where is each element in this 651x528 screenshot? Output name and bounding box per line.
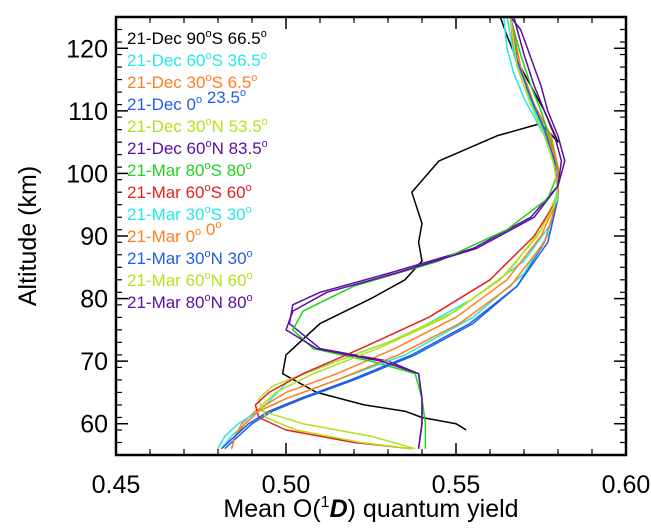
legend-entry: 21-Mar 30oN 30o	[127, 248, 253, 268]
y-tick-label: 100	[66, 160, 108, 188]
y-tick-label: 90	[80, 223, 108, 251]
series-line-11	[220, 16, 559, 450]
ticks-layer: 0.45 0.50 0.55 0.60 60 70 80 90 100 110 120	[66, 16, 651, 499]
y-tick-label: 110	[68, 98, 108, 126]
y-tick-label: 80	[80, 286, 108, 314]
x-tick-label: 0.50	[262, 471, 311, 499]
series-line-12	[261, 16, 559, 450]
y-tick-label: 120	[66, 35, 108, 63]
legend-entry: 21-Dec 0o 23.5o	[127, 87, 246, 114]
x-tick-label: 0.55	[432, 471, 481, 499]
legend-entry: 21-Mar 60oN 60o	[127, 270, 253, 290]
series-line-13	[285, 16, 563, 449]
legend-entry: 21-Mar 0o 0o	[127, 219, 221, 246]
legend-entry: 21-Dec 60oS 36.5o	[127, 50, 267, 70]
x-tick-label: 0.45	[92, 471, 141, 499]
y-axis-label: Altitude (km)	[14, 166, 42, 306]
legend-entry: 21-Dec 60oN 83.5o	[127, 138, 268, 158]
legend-entry: 21-Dec 30oN 53.5o	[127, 116, 268, 136]
legend-entry: 21-Dec 90oS 66.5o	[127, 28, 267, 48]
legend-entry: 21-Mar 30oS 30o	[127, 204, 252, 224]
series-layer	[217, 16, 566, 450]
x-axis-label: Mean O(1D) quantum yield	[223, 494, 518, 523]
legend-entry: 21-Mar 80oS 80o	[127, 160, 252, 180]
legend-entry: 21-Mar 60oS 60o	[127, 182, 252, 202]
y-tick-label: 70	[80, 348, 108, 376]
legend-entry: 21-Dec 30oS 6.5o	[127, 72, 257, 92]
x-tick-label: 0.60	[602, 471, 651, 499]
legend-entry: 21-Mar 80oN 80o	[127, 292, 253, 312]
y-tick-label: 60	[80, 411, 108, 439]
